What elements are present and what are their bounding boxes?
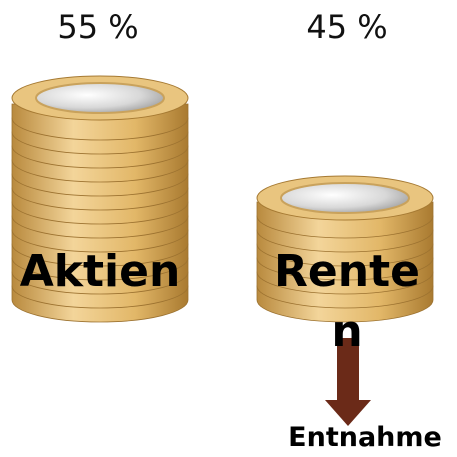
infographic: 55 % 45 % Aktien Renten Entnahme bbox=[0, 0, 457, 457]
stack-label: Renten bbox=[268, 242, 426, 362]
coin-center bbox=[281, 183, 409, 213]
coin-center bbox=[36, 83, 164, 113]
stack-label: Aktien bbox=[0, 242, 200, 302]
share-label: 45 % bbox=[267, 8, 427, 46]
share-label: 55 % bbox=[18, 8, 178, 46]
graphics bbox=[0, 0, 457, 457]
arrow-label: Entnahme bbox=[265, 422, 457, 453]
